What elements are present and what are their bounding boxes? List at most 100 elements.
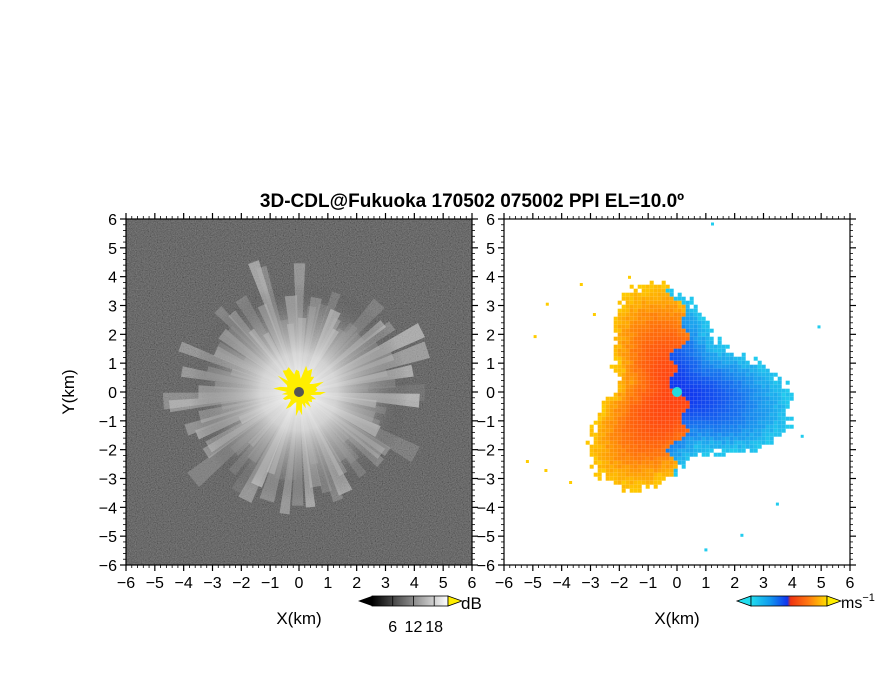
velocity-cell bbox=[741, 436, 746, 441]
velocity-cell bbox=[769, 396, 774, 401]
velocity-cell bbox=[669, 304, 674, 309]
velocity-cell bbox=[677, 452, 682, 457]
velocity-cell bbox=[701, 324, 706, 329]
velocity-cell bbox=[653, 376, 658, 381]
velocity-cell bbox=[705, 328, 710, 333]
velocity-cell bbox=[689, 336, 694, 341]
velocity-cell bbox=[657, 376, 662, 381]
velocity-cell bbox=[709, 372, 714, 377]
velocity-cell bbox=[685, 436, 690, 441]
velocity-cell bbox=[685, 348, 690, 353]
velocity-cell bbox=[625, 328, 630, 333]
velocity-cell bbox=[601, 444, 606, 449]
velocity-cell bbox=[697, 424, 702, 429]
velocity-cell bbox=[665, 428, 670, 433]
velocity-cell bbox=[657, 456, 662, 461]
velocity-cell bbox=[733, 388, 738, 393]
velocity-cell bbox=[733, 384, 738, 389]
velocity-cell bbox=[653, 472, 658, 477]
velocity-cell bbox=[765, 368, 770, 373]
velocity-cell bbox=[685, 356, 690, 361]
velocity-cell bbox=[625, 412, 630, 417]
velocity-cell bbox=[661, 280, 666, 285]
velocity-cell bbox=[665, 292, 670, 297]
velocity-cell bbox=[653, 408, 658, 413]
velocity-cell bbox=[757, 372, 762, 377]
velocity-cell bbox=[685, 444, 690, 449]
velocity-cell bbox=[633, 296, 638, 301]
velocity-cell bbox=[677, 444, 682, 449]
velocity-cell bbox=[769, 372, 774, 377]
velocity-cell bbox=[661, 284, 666, 289]
velocity-cell bbox=[621, 316, 626, 321]
velocity-cell bbox=[733, 392, 738, 397]
velocity-cell bbox=[621, 480, 626, 485]
velocity-outlier bbox=[592, 313, 596, 316]
velocity-cell bbox=[689, 320, 694, 325]
velocity-cell bbox=[729, 372, 734, 377]
velocity-cell bbox=[745, 432, 750, 437]
velocity-cell bbox=[773, 372, 778, 377]
velocity-cell bbox=[653, 428, 658, 433]
velocity-cell bbox=[749, 440, 754, 445]
velocity-cell bbox=[593, 440, 598, 445]
velocity-cell bbox=[705, 392, 710, 397]
velocity-cell bbox=[653, 360, 658, 365]
x-tick-label: 6 bbox=[846, 575, 855, 592]
velocity-cell bbox=[657, 412, 662, 417]
velocity-cell bbox=[689, 444, 694, 449]
velocity-cell bbox=[661, 444, 666, 449]
velocity-cell bbox=[665, 396, 670, 401]
velocity-cell bbox=[625, 336, 630, 341]
velocity-cell bbox=[681, 384, 686, 389]
velocity-cell bbox=[713, 436, 718, 441]
velocity-cell bbox=[621, 352, 626, 357]
velocity-cell bbox=[681, 436, 686, 441]
velocity-cell bbox=[737, 396, 742, 401]
velocity-cell bbox=[729, 392, 734, 397]
velocity-cell bbox=[669, 464, 674, 469]
velocity-cell bbox=[649, 356, 654, 361]
velocity-cell bbox=[653, 332, 658, 337]
velocity-cell bbox=[737, 404, 742, 409]
velocity-cell bbox=[757, 424, 762, 429]
velocity-cell bbox=[761, 416, 766, 421]
velocity-cell bbox=[781, 428, 786, 433]
velocity-cell bbox=[665, 436, 670, 441]
velocity-cell bbox=[609, 472, 614, 477]
velocity-cell bbox=[721, 356, 726, 361]
velocity-cell bbox=[745, 364, 750, 369]
velocity-cell bbox=[721, 432, 726, 437]
velocity-outlier bbox=[800, 434, 804, 438]
velocity-cell bbox=[769, 380, 774, 385]
velocity-cell bbox=[641, 336, 646, 341]
velocity-cell bbox=[617, 436, 622, 441]
velocity-cell bbox=[601, 452, 606, 457]
velocity-cell bbox=[621, 324, 626, 329]
y-tick-label: 2 bbox=[486, 327, 495, 344]
velocity-cell bbox=[669, 424, 674, 429]
velocity-cell bbox=[621, 332, 626, 337]
velocity-cell bbox=[657, 460, 662, 465]
velocity-cell bbox=[605, 476, 610, 481]
velocity-cell bbox=[717, 344, 722, 349]
velocity-cell bbox=[673, 320, 678, 325]
velocity-cell bbox=[657, 344, 662, 349]
velocity-cell bbox=[753, 412, 758, 417]
velocity-cell bbox=[713, 408, 718, 413]
velocity-cell bbox=[661, 384, 666, 389]
velocity-cell bbox=[721, 448, 726, 453]
velocity-cell bbox=[733, 408, 738, 413]
velocity-cell bbox=[661, 356, 666, 361]
velocity-cell bbox=[617, 444, 622, 449]
velocity-cell bbox=[753, 404, 758, 409]
velocity-cell bbox=[685, 328, 690, 333]
velocity-cell bbox=[657, 296, 662, 301]
velocity-cell bbox=[741, 380, 746, 385]
velocity-cell bbox=[753, 432, 758, 437]
velocity-cell bbox=[661, 308, 666, 313]
velocity-cell bbox=[673, 432, 678, 437]
velocity-cell bbox=[713, 392, 718, 397]
velocity-cell bbox=[717, 396, 722, 401]
velocity-cell bbox=[777, 392, 782, 397]
